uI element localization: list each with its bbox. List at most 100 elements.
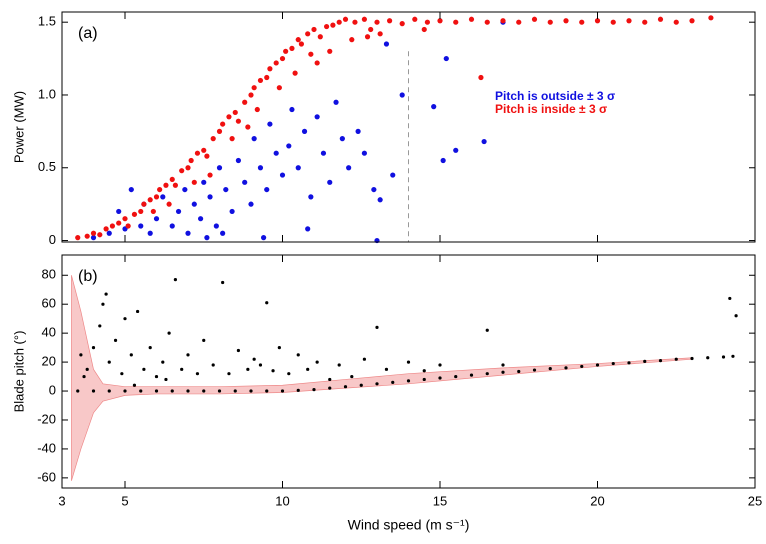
data-point bbox=[314, 114, 320, 120]
data-point bbox=[265, 301, 269, 305]
data-point bbox=[233, 389, 237, 393]
data-point bbox=[484, 19, 490, 25]
data-point bbox=[387, 18, 393, 24]
data-point bbox=[217, 389, 222, 393]
y-tick-label: -60 bbox=[37, 469, 56, 484]
data-point bbox=[440, 157, 446, 164]
data-point bbox=[180, 367, 184, 371]
data-point bbox=[305, 31, 311, 37]
data-point bbox=[279, 55, 286, 62]
data-point bbox=[123, 317, 127, 321]
data-point bbox=[311, 26, 317, 33]
data-point bbox=[249, 389, 253, 393]
data-point bbox=[422, 369, 426, 373]
data-point bbox=[138, 208, 144, 215]
data-point bbox=[642, 19, 648, 25]
data-point bbox=[229, 208, 235, 215]
data-point bbox=[706, 356, 710, 360]
data-point bbox=[333, 99, 339, 105]
data-point bbox=[352, 19, 358, 25]
data-point bbox=[226, 114, 232, 120]
data-point bbox=[280, 389, 285, 393]
data-point bbox=[371, 186, 377, 193]
data-point bbox=[153, 216, 160, 222]
data-point bbox=[248, 201, 254, 207]
data-point bbox=[431, 104, 437, 110]
data-point bbox=[412, 16, 418, 22]
data-point bbox=[384, 367, 389, 371]
data-point bbox=[201, 147, 207, 153]
data-point bbox=[186, 389, 190, 393]
data-point bbox=[627, 361, 631, 365]
data-point bbox=[107, 360, 111, 364]
y-tick-label: 40 bbox=[42, 325, 56, 340]
data-point bbox=[610, 19, 616, 25]
data-point bbox=[517, 369, 521, 374]
data-point bbox=[271, 369, 275, 373]
data-point bbox=[254, 106, 260, 113]
y-tick-label: 20 bbox=[42, 354, 56, 369]
data-point bbox=[377, 197, 383, 203]
data-point bbox=[154, 374, 159, 379]
y-axis-label: Power (MW) bbox=[11, 91, 26, 163]
data-point bbox=[191, 201, 197, 207]
data-point bbox=[296, 388, 300, 392]
data-point bbox=[160, 194, 166, 200]
data-point bbox=[147, 230, 153, 236]
data-point bbox=[308, 51, 314, 57]
data-point bbox=[232, 109, 238, 116]
data-point bbox=[343, 385, 348, 389]
data-point bbox=[248, 92, 254, 98]
data-point bbox=[564, 366, 568, 370]
data-point bbox=[257, 77, 264, 84]
data-point bbox=[107, 389, 111, 393]
data-point bbox=[264, 74, 270, 81]
data-point bbox=[485, 328, 489, 332]
data-point bbox=[221, 280, 225, 285]
data-point bbox=[261, 235, 267, 241]
data-point bbox=[673, 19, 679, 25]
x-tick-label: 25 bbox=[748, 493, 762, 508]
data-point bbox=[207, 194, 213, 200]
data-point bbox=[643, 359, 647, 363]
data-point bbox=[129, 353, 133, 357]
data-point bbox=[195, 372, 200, 376]
data-point bbox=[251, 85, 257, 91]
data-point bbox=[164, 377, 168, 382]
data-point bbox=[242, 99, 248, 105]
data-point bbox=[128, 186, 134, 193]
data-point bbox=[298, 41, 304, 47]
data-point bbox=[377, 31, 383, 37]
data-point bbox=[251, 136, 257, 142]
data-point bbox=[161, 360, 165, 364]
data-point bbox=[481, 138, 487, 145]
data-point bbox=[202, 338, 206, 342]
y-tick-label: 0.5 bbox=[38, 159, 56, 174]
data-point bbox=[97, 232, 103, 238]
data-point bbox=[328, 377, 332, 382]
plot-frame bbox=[61, 254, 756, 489]
x-tick-label: 5 bbox=[121, 493, 128, 508]
data-point bbox=[453, 19, 459, 25]
data-point bbox=[342, 16, 349, 22]
data-point bbox=[328, 386, 332, 390]
data-point bbox=[443, 55, 449, 62]
data-point bbox=[594, 18, 601, 24]
data-point bbox=[330, 22, 336, 28]
data-point bbox=[657, 16, 664, 22]
data-point bbox=[368, 26, 374, 33]
data-point bbox=[279, 172, 286, 178]
data-point bbox=[104, 292, 108, 296]
data-point bbox=[305, 226, 311, 232]
data-point bbox=[485, 372, 489, 376]
data-point bbox=[157, 186, 163, 193]
data-point bbox=[90, 230, 97, 236]
data-point bbox=[295, 37, 301, 43]
legend-entry: Pitch is inside ± 3 σ bbox=[495, 102, 607, 116]
data-point bbox=[361, 16, 367, 22]
data-point bbox=[626, 18, 632, 24]
data-point bbox=[301, 128, 308, 134]
data-point bbox=[273, 150, 279, 156]
